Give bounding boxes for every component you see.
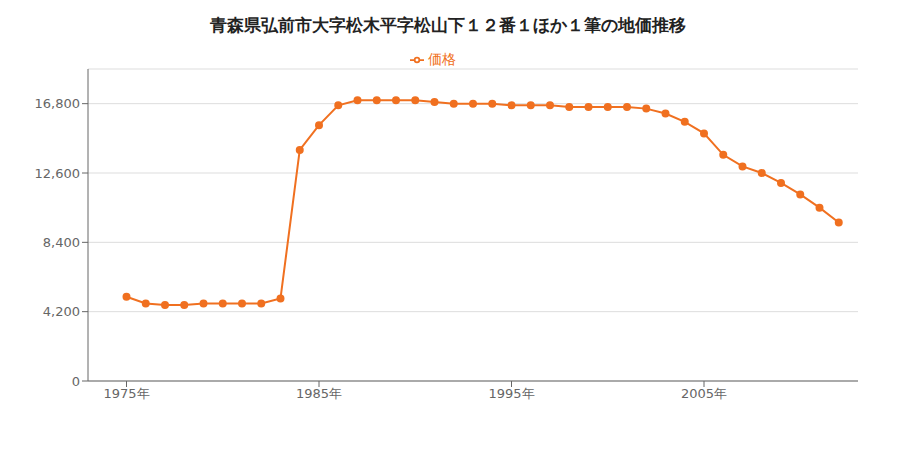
svg-text:0: 0 xyxy=(72,374,80,389)
svg-text:16,800: 16,800 xyxy=(35,96,81,111)
svg-text:8,400: 8,400 xyxy=(43,235,80,250)
html-text:価格: 価格 xyxy=(428,51,456,67)
svg-text:12,600: 12,600 xyxy=(35,166,81,181)
svg-text:2005年: 2005年 xyxy=(681,386,727,401)
svg-text:1995年: 1995年 xyxy=(488,386,534,401)
svg-text:4,200: 4,200 xyxy=(43,304,80,319)
html-text:青森県弘前市大字松木平字松山下１２番１ほか１筆の地価推移: 青森県弘前市大字松木平字松山下１２番１ほか１筆の地価推移 xyxy=(210,15,686,35)
svg-text:1975年: 1975年 xyxy=(103,386,149,401)
svg-text:1985年: 1985年 xyxy=(296,386,342,401)
